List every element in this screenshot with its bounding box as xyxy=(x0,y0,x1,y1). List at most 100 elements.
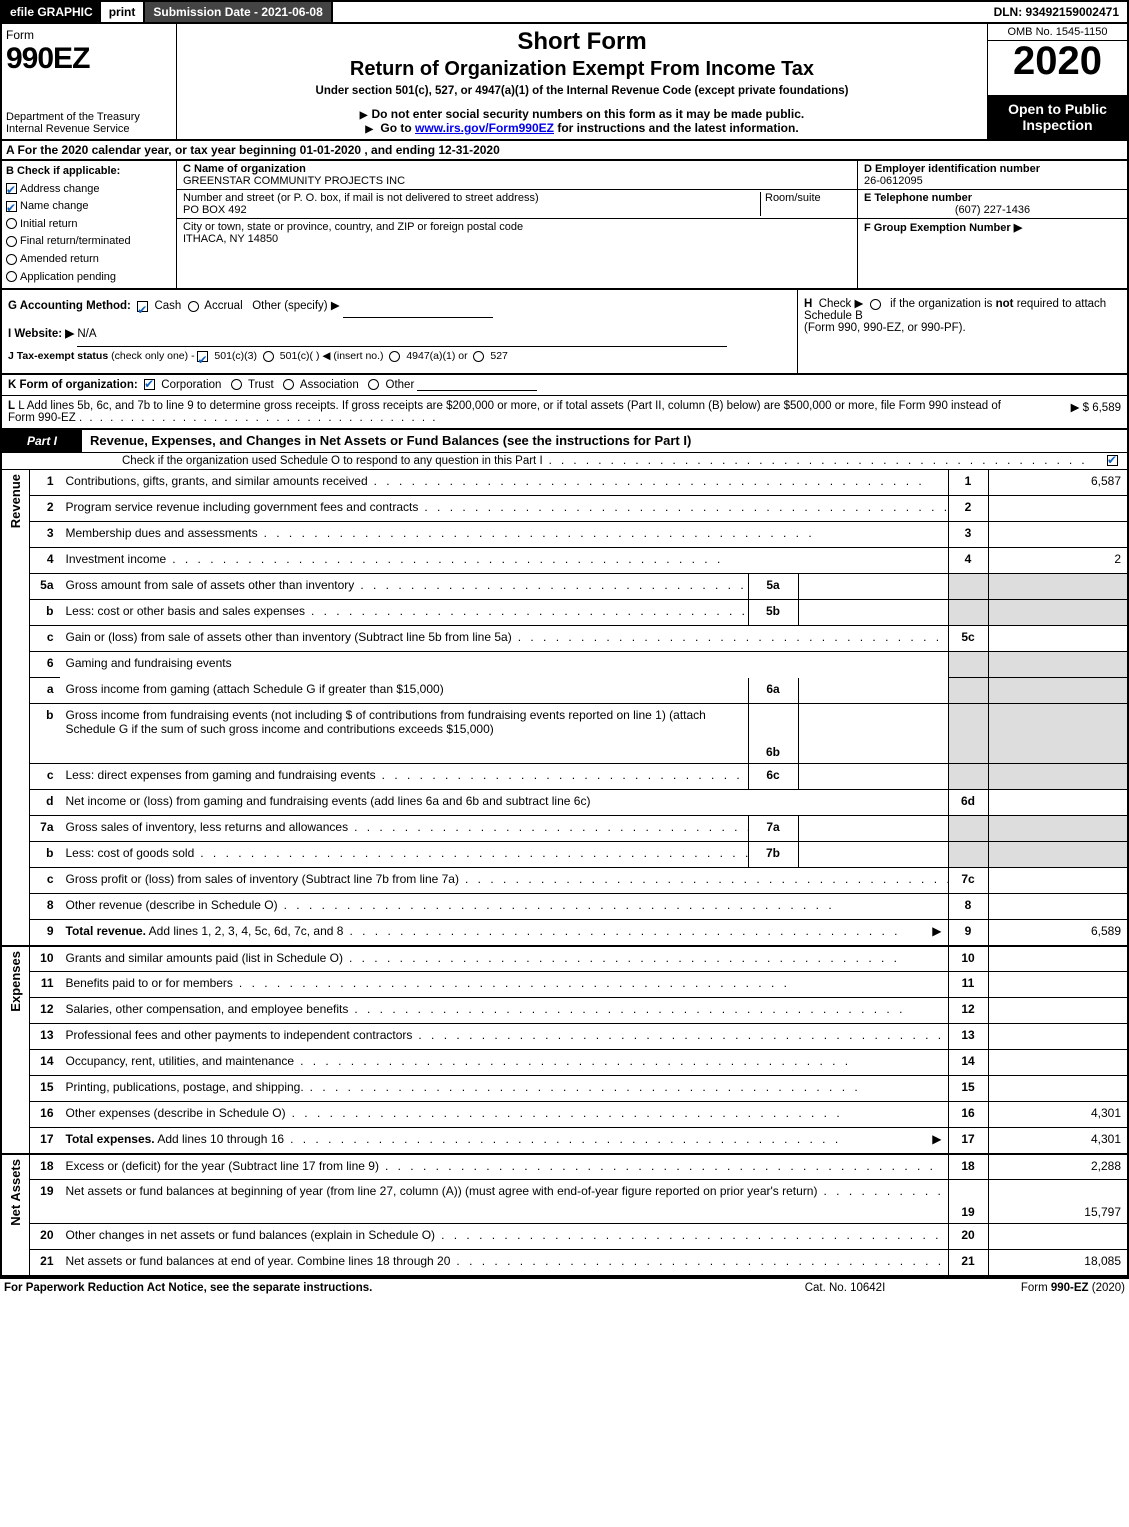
line-5b: b Less: cost or other basis and sales ex… xyxy=(1,600,1128,626)
line-val xyxy=(988,894,1128,920)
city-cell: City or town, state or province, country… xyxy=(177,219,857,247)
line-desc: Gross income from gaming (attach Schedul… xyxy=(60,678,749,704)
line-val xyxy=(988,522,1128,548)
checkbox-icon[interactable] xyxy=(197,351,208,362)
title-under-section: Under section 501(c), 527, or 4947(a)(1)… xyxy=(181,85,983,97)
cb-application-pending[interactable]: Application pending xyxy=(6,269,172,287)
line-6d: d Net income or (loss) from gaming and f… xyxy=(1,790,1128,816)
radio-icon[interactable] xyxy=(473,351,484,362)
line-desc: Other expenses (describe in Schedule O) xyxy=(60,1102,949,1128)
cb-address-change[interactable]: Address change xyxy=(6,181,172,199)
line-ref: 16 xyxy=(948,1102,988,1128)
radio-icon[interactable] xyxy=(870,299,881,310)
line-desc: Investment income xyxy=(60,548,949,574)
radio-icon xyxy=(6,271,17,282)
line-val: 2 xyxy=(988,548,1128,574)
room-label: Room/suite xyxy=(765,192,821,204)
line-ref: 5c xyxy=(948,626,988,652)
line-no: 3 xyxy=(30,522,60,548)
group-exemption-cell: F Group Exemption Number ▶ xyxy=(858,218,1127,288)
k-other-input[interactable] xyxy=(417,379,537,391)
tax-year: 2020 xyxy=(988,41,1127,81)
line-no: c xyxy=(30,764,60,790)
radio-icon[interactable] xyxy=(263,351,274,362)
line-val: 6,589 xyxy=(988,920,1128,946)
line-19: 19 Net assets or fund balances at beginn… xyxy=(1,1180,1128,1224)
line-val: 15,797 xyxy=(988,1180,1128,1224)
address-row: Number and street (or P. O. box, if mail… xyxy=(177,190,857,219)
line-val xyxy=(988,1076,1128,1102)
line-6b: b Gross income from fundraising events (… xyxy=(1,704,1128,764)
checkbox-icon[interactable] xyxy=(144,379,155,390)
cb-amended-return[interactable]: Amended return xyxy=(6,251,172,269)
radio-icon[interactable] xyxy=(188,301,199,312)
ein-label: D Employer identification number xyxy=(864,163,1040,175)
form-word: Form xyxy=(6,28,172,42)
line-ref: 7c xyxy=(948,868,988,894)
line-val xyxy=(988,1050,1128,1076)
header-right: OMB No. 1545-1150 2020 Open to Public In… xyxy=(987,24,1127,139)
cb-label: Address change xyxy=(20,183,100,195)
line-val xyxy=(988,764,1128,790)
g-cash: Cash xyxy=(154,300,181,312)
cb-name-change[interactable]: Name change xyxy=(6,198,172,216)
cb-final-return[interactable]: Final return/terminated xyxy=(6,233,172,251)
line-no: b xyxy=(30,600,60,626)
line-desc: Total revenue. Add lines 1, 2, 3, 4, 5c,… xyxy=(60,920,949,946)
row-j: J Tax-exempt status (check only one) - 5… xyxy=(8,347,791,367)
irs-link[interactable]: www.irs.gov/Form990EZ xyxy=(415,121,554,135)
form-number: 990EZ xyxy=(6,42,172,76)
g-label: G Accounting Method: xyxy=(8,300,131,312)
sub-val xyxy=(798,816,948,842)
line-val: 4,301 xyxy=(988,1128,1128,1154)
line-13: 13 Professional fees and other payments … xyxy=(1,1024,1128,1050)
checkbox-icon[interactable] xyxy=(137,301,148,312)
line-no: 2 xyxy=(30,496,60,522)
note-no-ssn: Do not enter social security numbers on … xyxy=(181,107,983,121)
line-desc: Professional fees and other payments to … xyxy=(60,1024,949,1050)
radio-icon[interactable] xyxy=(231,379,242,390)
expenses-label: Expenses xyxy=(8,951,23,1012)
line-ref xyxy=(948,574,988,600)
line-val xyxy=(988,946,1128,972)
form-header: Form 990EZ Department of the Treasury In… xyxy=(0,24,1129,141)
tel-cell: E Telephone number (607) 227-1436 xyxy=(858,189,1127,218)
line-desc: Less: direct expenses from gaming and fu… xyxy=(60,764,749,790)
header-mid: Short Form Return of Organization Exempt… xyxy=(177,24,987,139)
j-501c: 501(c)( ) ◀ (insert no.) xyxy=(280,350,384,362)
k-other: Other xyxy=(386,379,415,391)
line-val xyxy=(988,600,1128,626)
col-d-ein-tel: D Employer identification number 26-0612… xyxy=(857,161,1127,288)
line-ref: 2 xyxy=(948,496,988,522)
print-label[interactable]: print xyxy=(101,2,146,22)
line-no: d xyxy=(30,790,60,816)
part1-checkbox[interactable] xyxy=(1107,455,1121,467)
l-amount: ▶ $ 6,589 xyxy=(1021,400,1121,424)
line-8: 8 Other revenue (describe in Schedule O)… xyxy=(1,894,1128,920)
radio-icon[interactable] xyxy=(389,351,400,362)
line-7b: b Less: cost of goods sold 7b xyxy=(1,842,1128,868)
row-a-tax-year: A For the 2020 calendar year, or tax yea… xyxy=(0,141,1129,161)
footer-mid: Cat. No. 10642I xyxy=(745,1282,945,1294)
j-501c3: 501(c)(3) xyxy=(214,350,257,362)
g-other-input[interactable] xyxy=(343,307,493,319)
line-desc: Less: cost or other basis and sales expe… xyxy=(60,600,749,626)
radio-icon[interactable] xyxy=(283,379,294,390)
line-val: 18,085 xyxy=(988,1250,1128,1276)
line-1: Revenue 1 Contributions, gifts, grants, … xyxy=(1,470,1128,496)
line-no: 17 xyxy=(30,1128,60,1154)
cb-initial-return[interactable]: Initial return xyxy=(6,216,172,234)
street-label: Number and street (or P. O. box, if mail… xyxy=(183,192,539,204)
goto-pre: Go to xyxy=(380,121,415,135)
line-no: 13 xyxy=(30,1024,60,1050)
part1-sub: Check if the organization used Schedule … xyxy=(0,453,1129,470)
line-no: 10 xyxy=(30,946,60,972)
line-16: 16 Other expenses (describe in Schedule … xyxy=(1,1102,1128,1128)
line-val xyxy=(988,972,1128,998)
line-desc: Gross amount from sale of assets other t… xyxy=(60,574,749,600)
line-desc: Membership dues and assessments xyxy=(60,522,949,548)
j-527: 527 xyxy=(490,350,508,362)
department-label: Department of the Treasury Internal Reve… xyxy=(6,111,172,135)
line-val xyxy=(988,868,1128,894)
radio-icon[interactable] xyxy=(368,379,379,390)
